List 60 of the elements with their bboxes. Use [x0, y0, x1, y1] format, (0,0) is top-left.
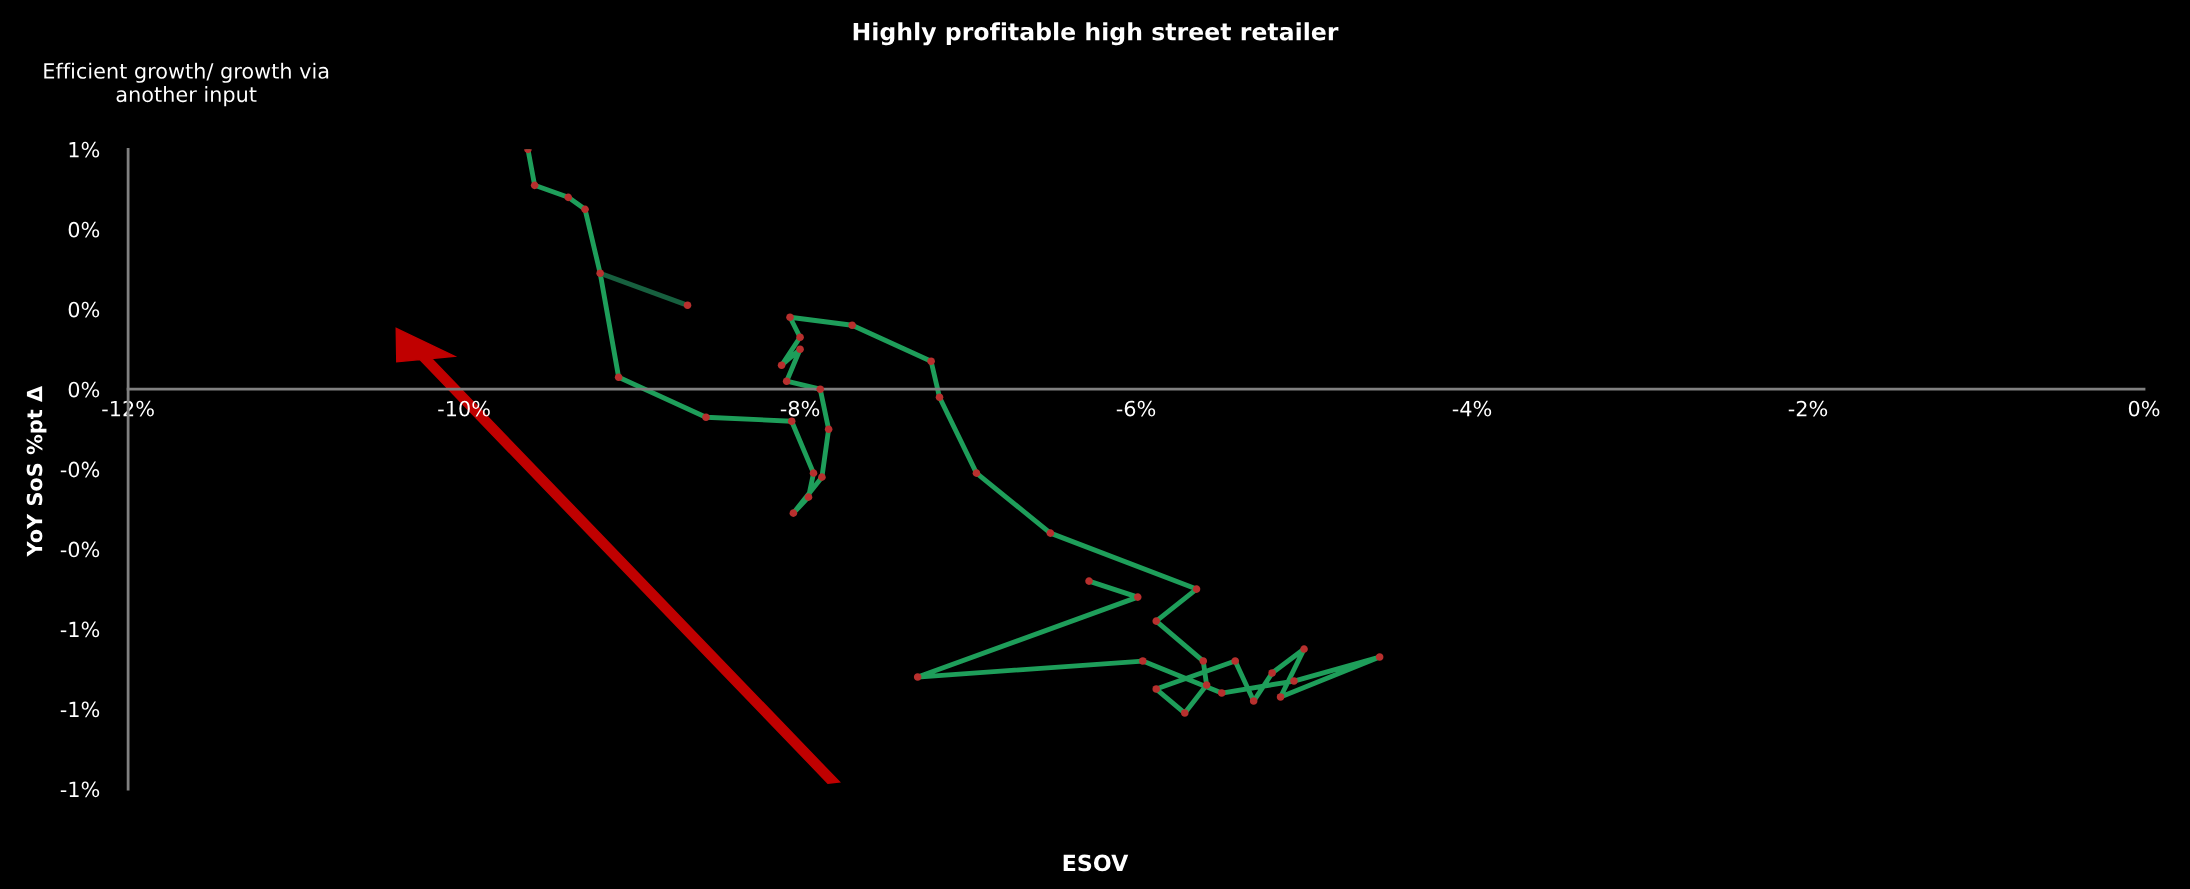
chart-title: Highly profitable high street retailer	[853, 22, 1339, 46]
point	[816, 385, 825, 394]
point	[1192, 585, 1201, 593]
y-tick-label: 0%	[68, 381, 100, 398]
point	[1138, 657, 1147, 665]
point	[1300, 645, 1308, 653]
point	[1180, 709, 1189, 717]
point	[972, 469, 981, 477]
x-tick-label: -6%	[1116, 400, 1156, 417]
y-tick-label: 0%	[68, 221, 100, 238]
point	[818, 473, 826, 481]
y-tick-label: -0%	[60, 541, 100, 558]
point	[1199, 657, 1208, 665]
point	[777, 361, 786, 370]
point	[1217, 689, 1226, 697]
x-axis-title: ESOV	[1063, 854, 1129, 872]
point	[1231, 657, 1239, 665]
y-axis-title: YoY SoS %pt Δ	[26, 386, 47, 557]
x-tick-label: -4%	[1452, 400, 1492, 417]
point	[1152, 617, 1161, 625]
point	[786, 313, 794, 322]
point	[581, 205, 589, 214]
y-tick-label: 1%	[69, 141, 100, 158]
point	[787, 417, 796, 425]
point	[683, 301, 692, 310]
point	[1133, 593, 1142, 601]
point	[935, 393, 944, 402]
x-tick-label: -8%	[780, 400, 820, 417]
point	[782, 377, 791, 386]
point	[848, 321, 856, 330]
point	[1375, 653, 1384, 661]
y-tick-label: -1%	[60, 621, 100, 638]
point	[796, 345, 804, 354]
point	[1085, 577, 1093, 585]
point	[913, 673, 922, 681]
point	[530, 181, 539, 190]
point	[789, 509, 798, 517]
y-tick-label: -1%	[60, 701, 100, 718]
point	[1046, 529, 1055, 537]
y-tick-label: 0%	[68, 301, 100, 318]
point	[1290, 677, 1298, 685]
y-tick-label: -1%	[60, 781, 100, 798]
y-tick-label: -0%	[60, 461, 100, 478]
x-tick-label: 0%	[2128, 400, 2160, 417]
point	[927, 357, 935, 366]
point	[1268, 669, 1276, 677]
point	[809, 469, 818, 477]
point	[1202, 681, 1211, 689]
point	[564, 193, 573, 202]
point	[804, 493, 813, 501]
point	[1249, 697, 1258, 705]
point	[796, 333, 804, 342]
point	[1152, 685, 1161, 693]
point	[1276, 693, 1285, 701]
x-tick-label: -2%	[1788, 400, 1828, 417]
point	[614, 373, 623, 382]
point	[702, 413, 710, 421]
point	[596, 269, 604, 278]
text: Efficient growth/ growth via another input	[44, 62, 329, 107]
point	[824, 425, 833, 433]
